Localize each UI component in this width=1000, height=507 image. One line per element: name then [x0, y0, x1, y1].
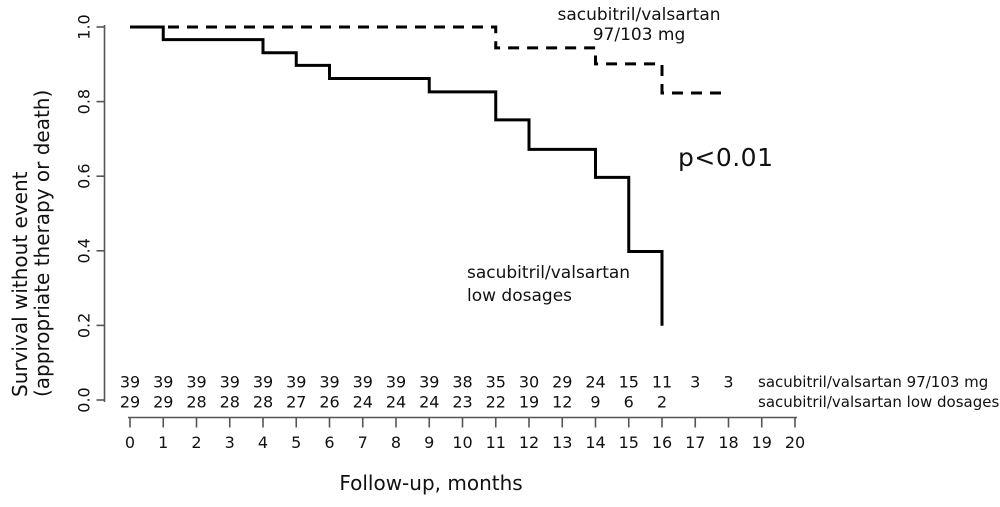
x-tick-label: 20	[785, 433, 805, 452]
y-tick-label: 1.0	[75, 14, 94, 39]
risk-count: 19	[519, 393, 539, 412]
x-tick-label: 19	[752, 433, 772, 452]
risk-row-label-97-103mg: sacubitril/valsartan 97/103 mg	[758, 373, 989, 391]
y-tick-label: 0.4	[75, 238, 94, 263]
x-tick-label: 2	[191, 433, 201, 452]
risk-count: 11	[652, 373, 672, 392]
curve-label-97-103mg: sacubitril/valsartan 97/103 mg	[557, 5, 720, 45]
y-axis-title-line1: Survival without event	[8, 171, 32, 398]
risk-count: 39	[286, 373, 306, 392]
risk-count: 3	[723, 373, 733, 392]
x-tick-label: 6	[324, 433, 334, 452]
x-axis-title: Follow-up, months	[339, 471, 523, 495]
y-tick-label: 0.2	[75, 313, 94, 338]
risk-count: 39	[153, 373, 173, 392]
risk-count: 39	[253, 373, 273, 392]
risk-count: 3	[690, 373, 700, 392]
risk-count: 23	[452, 393, 472, 412]
x-tick-label: 10	[452, 433, 472, 452]
x-tick-label: 14	[585, 433, 605, 452]
risk-count: 27	[286, 393, 306, 412]
curve-label-low-dosages: sacubitril/valsartan low dosages	[467, 262, 630, 308]
x-tick-label: 5	[291, 433, 301, 452]
risk-count: 28	[220, 393, 240, 412]
curve-label-low-dosages-line2: low dosages	[467, 286, 573, 306]
y-tick-label: 0.0	[75, 387, 94, 412]
x-tick-label: 11	[486, 433, 506, 452]
x-tick-label: 9	[424, 433, 434, 452]
risk-count: 28	[253, 393, 273, 412]
risk-count: 29	[552, 373, 572, 392]
x-tick-label: 4	[258, 433, 268, 452]
risk-count: 39	[386, 373, 406, 392]
risk-count: 38	[452, 373, 472, 392]
x-tick-label: 15	[619, 433, 639, 452]
x-tick-label: 13	[552, 433, 572, 452]
y-tick-label: 0.6	[75, 163, 94, 188]
risk-count: 12	[552, 393, 572, 412]
risk-count: 39	[319, 373, 339, 392]
x-tick-label: 7	[358, 433, 368, 452]
risk-count: 39	[120, 373, 140, 392]
x-tick-label: 8	[391, 433, 401, 452]
x-tick-label: 17	[685, 433, 705, 452]
risk-count: 6	[624, 393, 634, 412]
risk-count: 9	[590, 393, 600, 412]
risk-count: 29	[153, 393, 173, 412]
risk-count: 26	[319, 393, 339, 412]
risk-count: 28	[186, 393, 206, 412]
curve-label-low-dosages-line1: sacubitril/valsartan	[467, 263, 631, 283]
x-tick-label: 12	[519, 433, 539, 452]
risk-row-label-low-dosages: sacubitril/valsartan low dosages	[758, 393, 1000, 411]
risk-count: 30	[519, 373, 539, 392]
risk-count: 39	[186, 373, 206, 392]
risk-count: 22	[486, 393, 506, 412]
y-axis-title-line2: (appropriate therapy or death)	[30, 89, 54, 397]
p-value-annotation: p<0.01	[678, 143, 774, 172]
curve-label-97-103mg-line1: sacubitril/valsartan	[557, 5, 721, 25]
y-tick-label: 0.8	[75, 89, 94, 114]
survival-curve-low-dosages	[130, 25, 664, 326]
risk-count: 24	[353, 393, 373, 412]
y-axis-title: Survival without event (appropriate ther…	[8, 89, 54, 398]
x-tick-label: 1	[158, 433, 168, 452]
curve-label-97-103mg-line2: 97/103 mg	[592, 25, 686, 45]
survival-curve-97-103mg	[130, 25, 729, 95]
x-tick-label: 18	[718, 433, 738, 452]
risk-count: 35	[486, 373, 506, 392]
risk-count: 24	[585, 373, 605, 392]
risk-count: 15	[619, 373, 639, 392]
risk-count: 2	[657, 393, 667, 412]
risk-count: 39	[419, 373, 439, 392]
risk-count: 24	[386, 393, 406, 412]
risk-count: 24	[419, 393, 439, 412]
x-tick-label: 16	[652, 433, 672, 452]
x-tick-label: 3	[225, 433, 235, 452]
risk-count: 39	[220, 373, 240, 392]
risk-count: 39	[353, 373, 373, 392]
x-tick-label: 0	[125, 433, 135, 452]
risk-count: 29	[120, 393, 140, 412]
